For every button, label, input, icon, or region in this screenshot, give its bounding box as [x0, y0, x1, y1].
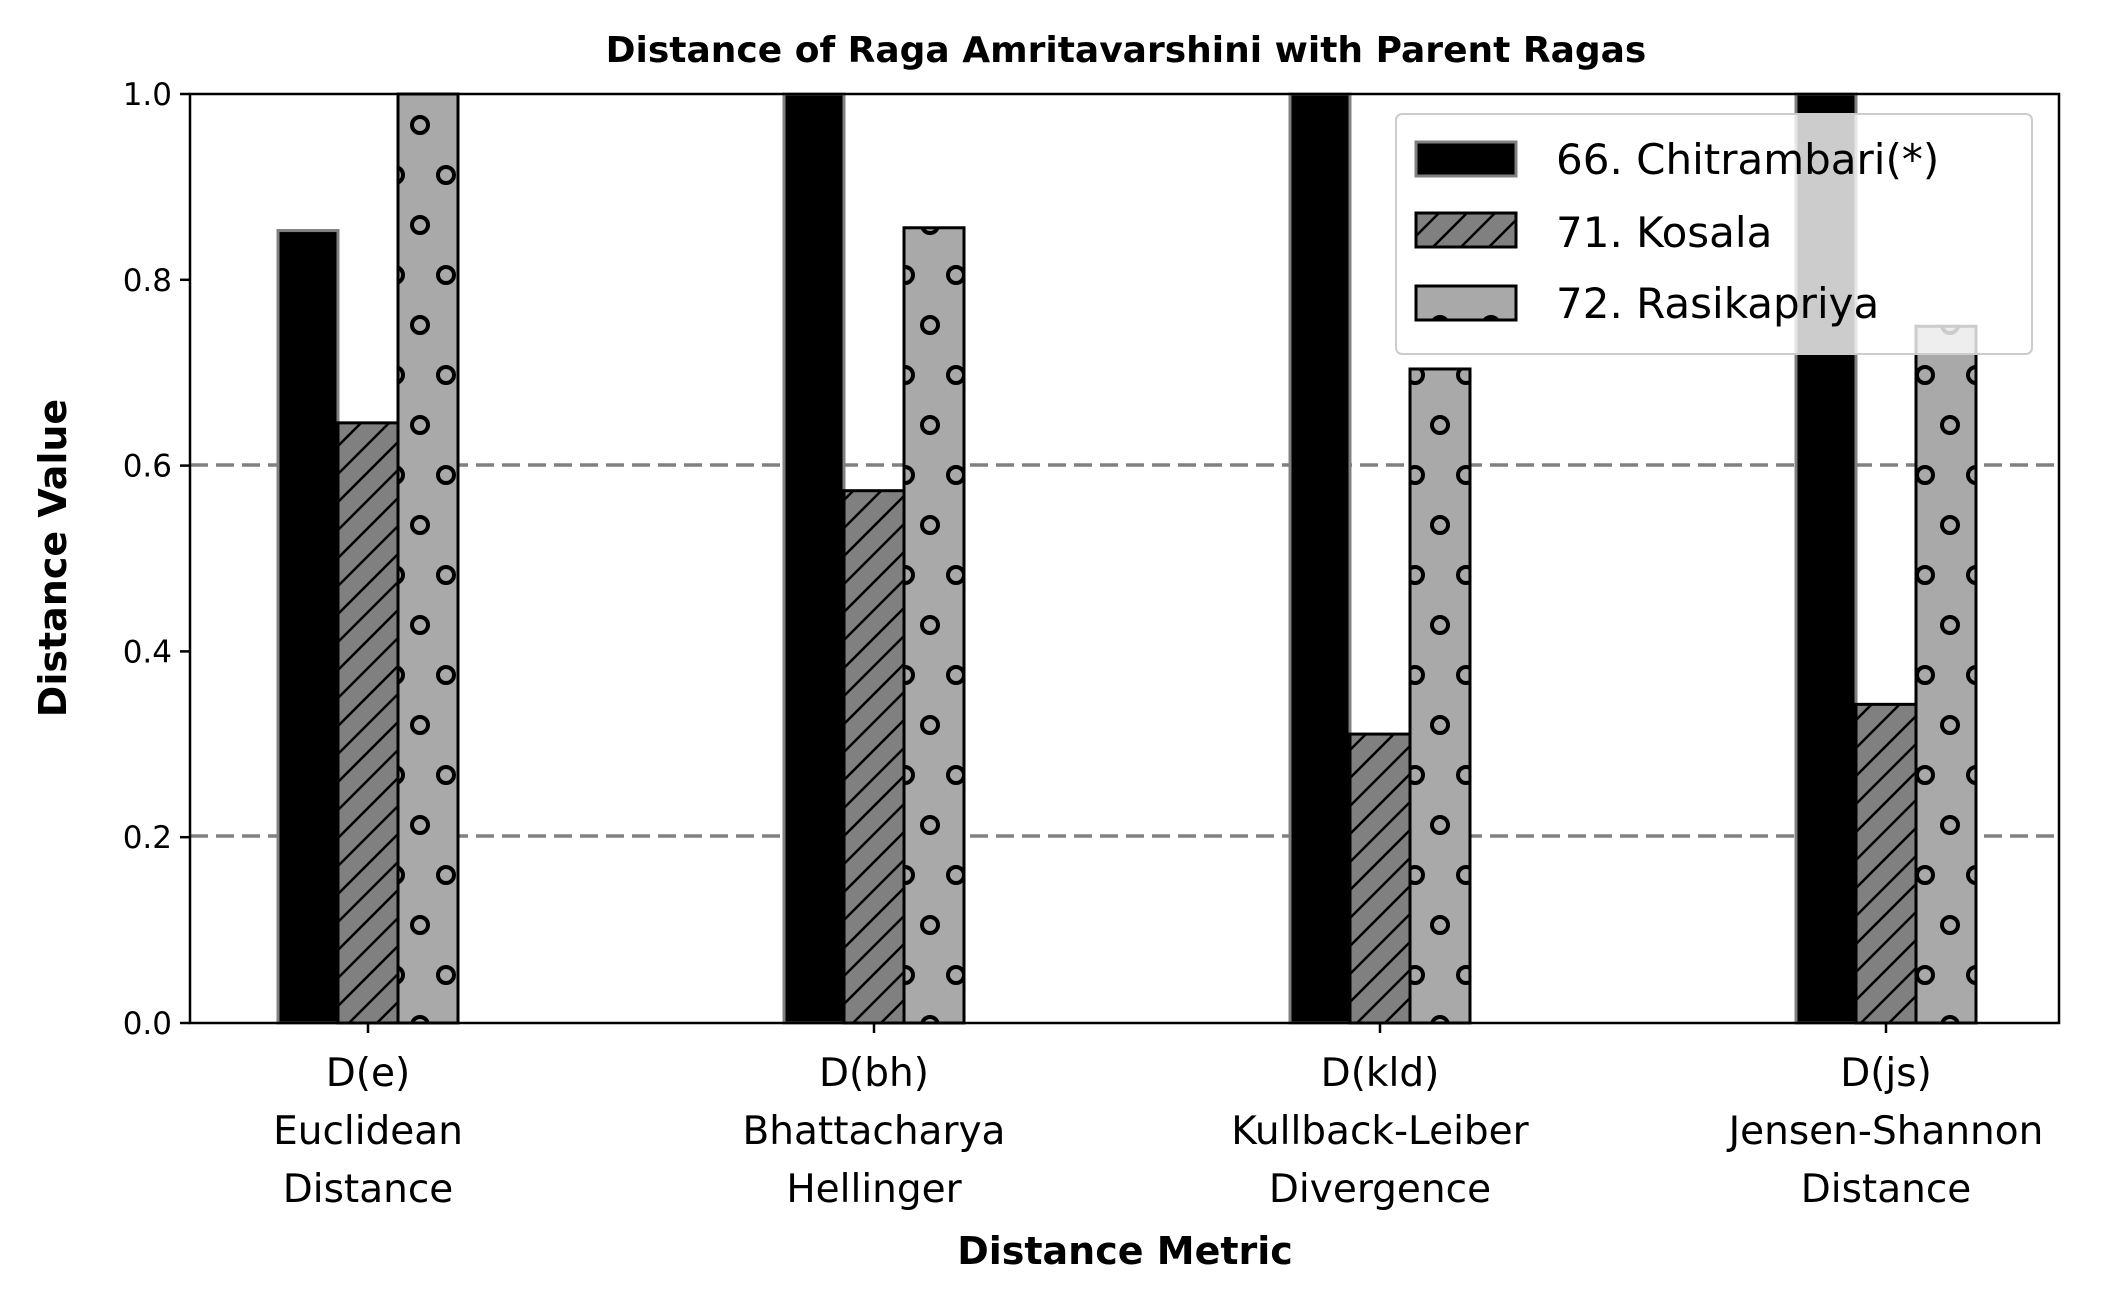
bar-kosala — [842, 489, 906, 1025]
bar-chitrambari — [1288, 92, 1352, 1025]
legend-label-kosala: 71. Kosala — [1556, 208, 1772, 257]
legend-label-chitrambari: 66. Chitrambari(*) — [1556, 135, 1939, 184]
legend-box — [1395, 113, 2033, 355]
legend-label-rasikapriya: 72. Rasikapriya — [1556, 279, 1879, 328]
plot-area-frame — [188, 92, 2061, 1025]
x-tick-label: Jensen-Shannon — [1726, 1109, 2044, 1154]
legend-swatch-rasikapriya — [1414, 284, 1518, 322]
x-tick-label: Divergence — [1269, 1167, 1491, 1212]
bar-rasikapriya — [902, 226, 966, 1025]
y-tick-label: 0.2 — [123, 820, 172, 856]
y-axis: 0.0 0.2 0.4 0.6 0.8 1.0 — [123, 77, 190, 1042]
bar-rasikapriya — [1408, 367, 1472, 1025]
legend-swatch-kosala — [1414, 211, 1518, 249]
bar-kosala — [336, 421, 400, 1025]
y-tick-label: 0.4 — [123, 634, 172, 670]
bar-kosala — [1348, 732, 1412, 1025]
x-axis: D(e) Euclidean Distance D(bh) Bhattacharya He… — [273, 1023, 2043, 1212]
y-axis-label: Distance Value — [31, 399, 75, 717]
y-tick-label: 0.6 — [123, 449, 172, 485]
x-tick-label: D(js) — [1840, 1051, 1932, 1096]
chart-title: Distance of Raga Amritavarshini with Par… — [606, 30, 1647, 71]
x-tick-label: Euclidean — [273, 1109, 463, 1154]
bar-chitrambari — [276, 229, 340, 1025]
x-tick-label: Kullback-Leiber — [1231, 1109, 1529, 1154]
legend: 66. Chitrambari(*) 71. Kosala 72. Rasika… — [1395, 113, 2033, 355]
x-tick-label: Bhattacharya — [743, 1109, 1006, 1154]
x-tick-label: Hellinger — [786, 1167, 962, 1212]
y-tick-label: 0.0 — [123, 1006, 172, 1042]
y-tick-label: 0.8 — [123, 263, 172, 299]
x-tick-label: D(kld) — [1321, 1051, 1440, 1096]
x-tick-label: Distance — [283, 1167, 454, 1212]
x-tick-label: Distance — [1801, 1167, 1972, 1212]
x-tick-label: D(e) — [326, 1051, 410, 1096]
legend-swatch-chitrambari — [1414, 140, 1518, 178]
bar-rasikapriya — [396, 92, 460, 1025]
bar-chitrambari — [782, 92, 846, 1025]
x-tick-label: D(bh) — [819, 1051, 929, 1096]
bar-rasikapriya — [1914, 324, 1978, 1025]
bar-kosala — [1854, 702, 1918, 1025]
y-tick-label: 1.0 — [123, 77, 172, 113]
x-axis-label: Distance Metric — [957, 1229, 1293, 1273]
